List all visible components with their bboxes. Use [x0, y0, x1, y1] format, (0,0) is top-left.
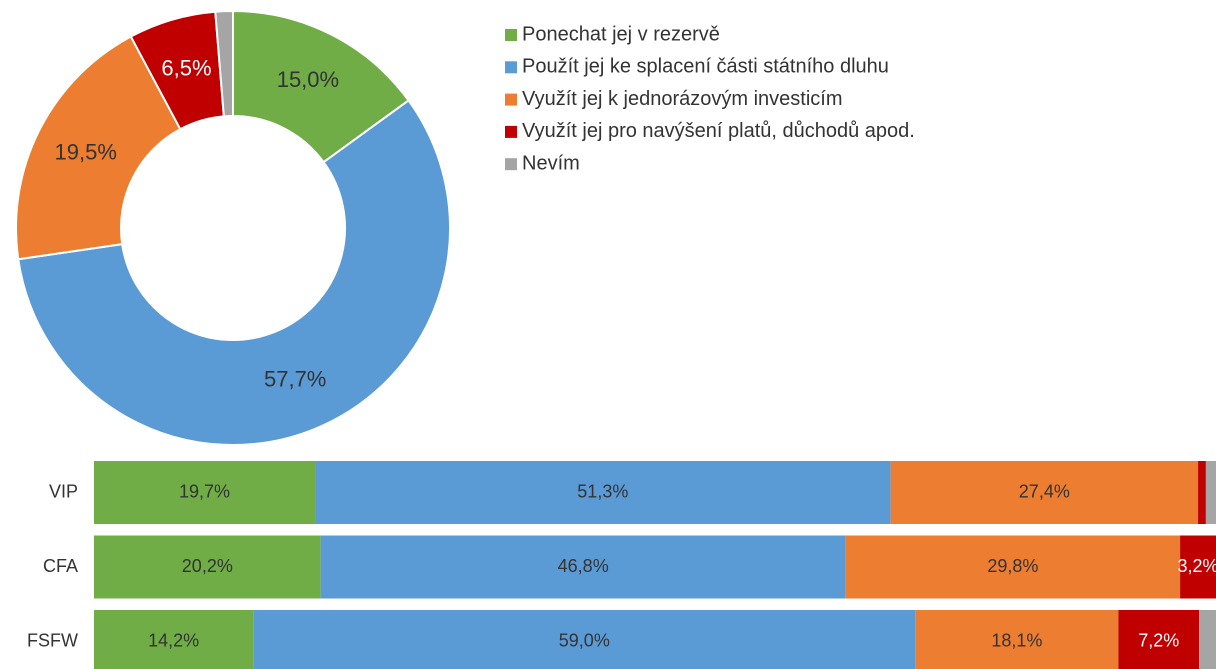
bar-segment — [1118, 610, 1200, 669]
legend-label: Ponechat jej v rezervě — [522, 23, 720, 45]
bar-segment — [94, 461, 316, 524]
slice-label: 57,7% — [264, 367, 326, 392]
bar-label: 27,4% — [1019, 481, 1070, 501]
donut-slice — [232, 9, 410, 164]
bar-segment — [320, 535, 846, 599]
bar-segment — [94, 535, 321, 599]
slice-label: 15,0% — [277, 67, 339, 92]
donut-slice — [17, 99, 451, 446]
legend-label: Nevím — [522, 152, 580, 174]
donut-slice — [214, 9, 234, 118]
bar-label: 18,1% — [991, 630, 1042, 650]
bar-label: 20,2% — [182, 556, 233, 576]
legend-label: Využít jej pro navýšení platů, důchodů a… — [522, 120, 915, 142]
bar-label: 46,8% — [558, 556, 609, 576]
bar-label: 59,0% — [559, 630, 610, 650]
y-tick-label: VIP — [49, 481, 78, 501]
bar-segment — [315, 461, 891, 524]
legend-label: Využít jej k jednorázovým investicím — [522, 88, 842, 110]
slice-label: 6,5% — [161, 56, 211, 81]
bar-segment — [845, 535, 1181, 599]
bar-segment — [1205, 461, 1216, 524]
bar-segment — [94, 610, 254, 669]
legend-swatch — [505, 125, 517, 138]
y-tick-label: FSFW — [27, 630, 78, 650]
bar-segment — [890, 461, 1199, 524]
bar-segment — [915, 610, 1119, 669]
bar-segment — [1199, 610, 1216, 669]
bar-label: 7,2% — [1138, 630, 1179, 650]
y-tick-label: CFA — [43, 556, 78, 576]
bar-label: 14,2% — [148, 630, 199, 650]
legend-label: Použít jej ke splacení části státního dl… — [522, 56, 889, 78]
donut-slice — [15, 35, 182, 261]
legend-swatch — [505, 61, 517, 74]
legend-swatch — [505, 29, 517, 41]
bar-segment — [1198, 461, 1206, 524]
bar-label: 29,8% — [987, 556, 1038, 576]
bar-label: 51,3% — [577, 481, 628, 501]
bar-label: 3,2% — [1178, 556, 1216, 576]
legend-swatch — [505, 158, 517, 171]
slice-label: 19,5% — [55, 139, 117, 164]
bar-segment — [1180, 535, 1216, 599]
bar-label: 19,7% — [179, 481, 230, 501]
bar-segment — [253, 610, 916, 669]
legend-swatch — [505, 93, 517, 106]
